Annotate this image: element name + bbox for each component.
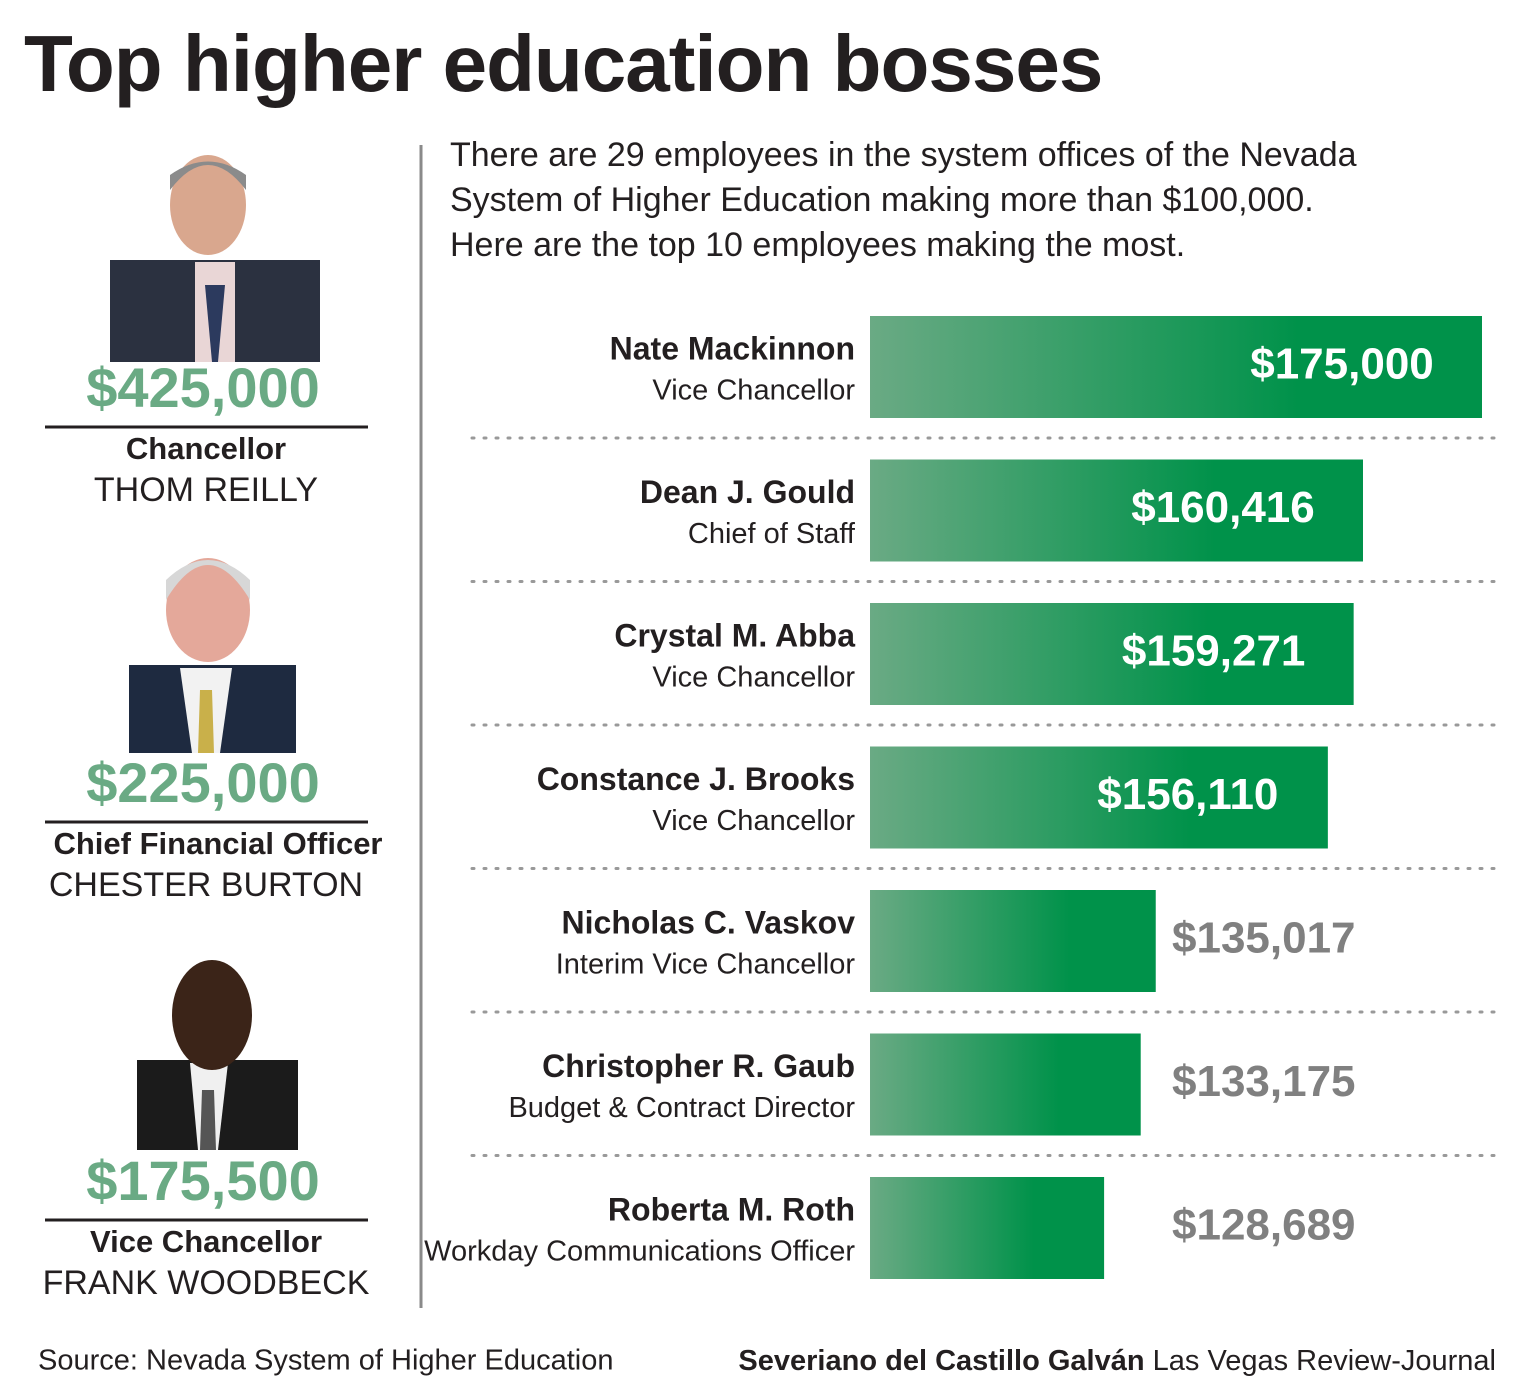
photo xyxy=(137,960,298,1150)
bar xyxy=(870,459,1363,562)
bar-role: Workday Communications Officer xyxy=(424,1236,855,1268)
bar-role: Vice Chancellor xyxy=(652,805,855,837)
bar xyxy=(870,1033,1141,1136)
intro-line: There are 29 employees in the system off… xyxy=(450,136,1357,174)
intro-line: Here are the top 10 employees making the… xyxy=(450,226,1185,264)
bar-name: Nicholas C. Vaskov xyxy=(562,904,856,940)
featured-name: CHESTER BURTON xyxy=(49,866,363,904)
bar-name: Nate Mackinnon xyxy=(610,330,855,366)
featured-salary: $225,000 xyxy=(86,751,320,814)
featured-title: Chancellor xyxy=(126,431,286,466)
value-label: $128,689 xyxy=(1172,1201,1356,1250)
bar-role: Vice Chancellor xyxy=(652,662,855,694)
photo xyxy=(129,558,296,753)
bar-name: Dean J. Gould xyxy=(640,474,855,510)
value-label: $133,175 xyxy=(1172,1057,1356,1106)
bar xyxy=(870,316,1482,418)
value-label: $160,416 xyxy=(1131,483,1315,532)
featured-name: FRANK WOODBECK xyxy=(43,1264,370,1302)
photo xyxy=(110,155,320,362)
value-label: $175,000 xyxy=(1250,340,1434,389)
title: Top higher education bosses xyxy=(24,19,1102,108)
credit: Severiano del Castillo Galván Las Vegas … xyxy=(738,1345,1496,1377)
bar xyxy=(870,603,1354,705)
bar xyxy=(870,1177,1105,1279)
credit-outlet: Las Vegas Review-Journal xyxy=(1153,1345,1496,1377)
bar-role: Budget & Contract Director xyxy=(508,1092,855,1124)
bar-name: Constance J. Brooks xyxy=(537,761,855,797)
bar-role: Chief of Staff xyxy=(688,518,856,550)
intro-line: System of Higher Education making more t… xyxy=(450,181,1314,219)
featured-title: Chief Financial Officer xyxy=(53,826,382,861)
bar-role: Interim Vice Chancellor xyxy=(556,949,856,981)
bar-name: Crystal M. Abba xyxy=(614,617,855,653)
bar xyxy=(870,890,1156,992)
bar-role: Vice Chancellor xyxy=(652,375,855,407)
credit-author: Severiano del Castillo Galván xyxy=(738,1345,1144,1377)
value-label: $159,271 xyxy=(1122,627,1306,676)
source: Source: Nevada System of Higher Educatio… xyxy=(38,1345,613,1377)
featured-title: Vice Chancellor xyxy=(90,1224,322,1259)
value-label: $156,110 xyxy=(1097,770,1278,819)
featured-name: THOM REILLY xyxy=(94,471,318,509)
value-label: $135,017 xyxy=(1172,914,1356,963)
bar-name: Christopher R. Gaub xyxy=(542,1048,855,1084)
featured-salary: $425,000 xyxy=(86,356,320,419)
bar xyxy=(870,746,1328,849)
featured-salary: $175,500 xyxy=(86,1149,320,1212)
bar-name: Roberta M. Roth xyxy=(608,1191,855,1227)
